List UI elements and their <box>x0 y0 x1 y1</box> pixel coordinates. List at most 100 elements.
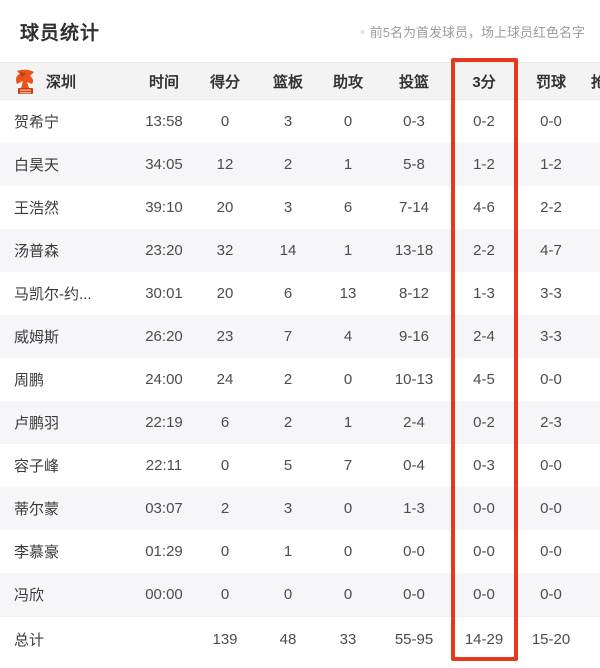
cell-time: 03:07 <box>145 500 183 517</box>
cell-ft: 3-3 <box>540 285 562 302</box>
table-row: 卢鹏羽 22:19 6 2 1 2-4 0-2 2-3 <box>0 401 600 444</box>
cell-assists: 1 <box>343 242 353 259</box>
cell-rebounds: 1 <box>283 543 293 560</box>
col-header-assists: 助攻 <box>332 73 363 91</box>
bullet-icon: ◦ <box>360 23 365 39</box>
team-logo-icon <box>16 69 34 94</box>
cell-3pt: 0-0 <box>473 543 495 560</box>
cell-rebounds: 3 <box>283 113 293 130</box>
cell-assists: 0 <box>343 113 353 130</box>
cell-time: 13:58 <box>145 113 183 130</box>
team-name: 深圳 <box>46 73 77 91</box>
col-header-3pt: 3分 <box>472 73 496 91</box>
totals-fg: 55-95 <box>394 631 434 648</box>
cell-3pt: 4-5 <box>473 371 495 388</box>
player-name: 汤普森 <box>14 243 60 260</box>
cell-rebounds: 6 <box>283 285 293 302</box>
col-header-time: 时间 <box>148 73 179 91</box>
player-name: 白昊天 <box>14 157 60 174</box>
player-name: 李慕豪 <box>14 544 60 561</box>
cell-points: 0 <box>220 113 230 130</box>
cell-ft: 0-0 <box>540 113 562 130</box>
cell-time: 34:05 <box>145 156 183 173</box>
col-header-fg: 投篮 <box>398 73 429 91</box>
cell-points: 6 <box>220 414 230 431</box>
cell-fg: 8-12 <box>398 285 430 302</box>
cell-assists: 1 <box>343 156 353 173</box>
cell-fg: 10-13 <box>394 371 434 388</box>
cell-3pt: 1-2 <box>473 156 495 173</box>
cell-time: 30:01 <box>145 285 183 302</box>
table-body: 贺希宁 13:58 0 3 0 0-3 0-2 0-0 白昊天 34:05 12… <box>0 100 600 616</box>
cell-fg: 5-8 <box>403 156 425 173</box>
panel-header: 球员统计 ◦ 前5名为首发球员，场上球员红色名字 <box>0 0 600 48</box>
player-name: 容子峰 <box>14 458 60 475</box>
cell-3pt: 4-6 <box>473 199 495 216</box>
cell-rebounds: 2 <box>283 156 293 173</box>
cell-points: 12 <box>216 156 234 173</box>
player-name: 马凯尔-约... <box>14 286 92 303</box>
legend-note-text: 前5名为首发球员，场上球员红色名字 <box>369 24 585 40</box>
table-row: 冯欣 00:00 0 0 0 0-0 0-0 0-0 <box>0 573 600 616</box>
col-header-points: 得分 <box>209 73 240 91</box>
cell-rebounds: 14 <box>279 242 297 259</box>
col-header-rebounds: 篮板 <box>272 73 303 91</box>
table-row: 周鹏 24:00 24 2 0 10-13 4-5 0-0 <box>0 358 600 401</box>
cell-fg: 0-0 <box>403 586 425 603</box>
cell-assists: 7 <box>343 457 353 474</box>
cell-assists: 6 <box>343 199 353 216</box>
cell-time: 01:29 <box>145 543 183 560</box>
cell-points: 0 <box>220 543 230 560</box>
cell-fg: 0-0 <box>403 543 425 560</box>
cell-ft: 2-3 <box>540 414 562 431</box>
cell-points: 32 <box>216 242 234 259</box>
cell-rebounds: 7 <box>283 328 293 345</box>
totals-3pt: 14-29 <box>464 631 504 648</box>
cell-assists: 1 <box>343 414 353 431</box>
cell-fg: 0-3 <box>403 113 425 130</box>
cell-assists: 0 <box>343 543 353 560</box>
cell-ft: 0-0 <box>540 586 562 603</box>
cell-3pt: 2-4 <box>473 328 495 345</box>
stats-table: 深圳 时间 得分 篮板 助攻 投篮 3分 罚球 抢断 贺希宁 13:58 0 3… <box>0 62 600 662</box>
cell-assists: 0 <box>343 500 353 517</box>
player-name: 王浩然 <box>14 200 60 217</box>
table-row: 蒂尔蒙 03:07 2 3 0 1-3 0-0 0-0 <box>0 487 600 530</box>
cell-points: 20 <box>216 285 234 302</box>
totals-ft: 15-20 <box>531 631 571 648</box>
cell-points: 24 <box>216 371 234 388</box>
cell-ft: 1-2 <box>540 156 562 173</box>
cell-points: 0 <box>220 457 230 474</box>
table-row: 贺希宁 13:58 0 3 0 0-3 0-2 0-0 <box>0 100 600 143</box>
cell-fg: 0-4 <box>403 457 425 474</box>
col-header-ft: 罚球 <box>535 73 566 91</box>
cell-rebounds: 3 <box>283 199 293 216</box>
cell-3pt: 0-3 <box>473 457 495 474</box>
cell-3pt: 0-0 <box>473 500 495 517</box>
table-row: 威姆斯 26:20 23 7 4 9-16 2-4 3-3 <box>0 315 600 358</box>
cell-rebounds: 3 <box>283 500 293 517</box>
table-row: 李慕豪 01:29 0 1 0 0-0 0-0 0-0 <box>0 530 600 573</box>
cell-ft: 0-0 <box>540 500 562 517</box>
cell-time: 24:00 <box>145 371 183 388</box>
player-name: 卢鹏羽 <box>14 415 60 432</box>
cell-fg: 9-16 <box>398 328 430 345</box>
table-header-row: 深圳 时间 得分 篮板 助攻 投篮 3分 罚球 抢断 <box>0 62 600 100</box>
cell-fg: 2-4 <box>403 414 425 431</box>
cell-fg: 7-14 <box>398 199 430 216</box>
legend-note: ◦ 前5名为首发球员，场上球员红色名字 <box>360 22 585 41</box>
cell-time: 00:00 <box>145 586 183 603</box>
cell-ft: 4-7 <box>540 242 562 259</box>
cell-3pt: 0-2 <box>473 414 495 431</box>
cell-points: 0 <box>220 586 230 603</box>
cell-rebounds: 2 <box>283 371 293 388</box>
table-row: 容子峰 22:11 0 5 7 0-4 0-3 0-0 <box>0 444 600 487</box>
cell-3pt: 1-3 <box>473 285 495 302</box>
cell-3pt: 2-2 <box>473 242 495 259</box>
cell-rebounds: 2 <box>283 414 293 431</box>
player-name: 威姆斯 <box>14 329 60 346</box>
cell-fg: 1-3 <box>403 500 425 517</box>
cell-points: 23 <box>216 328 234 345</box>
cell-points: 2 <box>220 500 230 517</box>
